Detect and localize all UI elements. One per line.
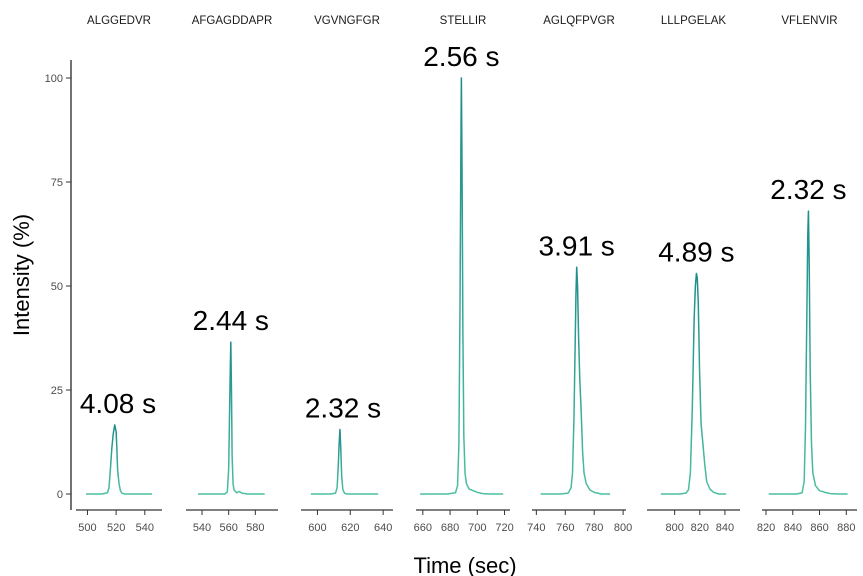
facet-panel: AFGAGDDAPR 540 560 580 2.44 s [186,15,278,534]
facet-title: AGLQFPVGR [543,15,615,27]
x-tick-label: 660 [414,522,432,534]
y-axis: 0 25 50 75 100 [45,60,72,510]
x-tick-label: 580 [246,522,264,534]
facet-panel: VGVNGFGR 600 620 640 2.32 s [301,15,393,534]
facet-title: VFLENVIR [781,15,837,27]
x-tick-label: 620 [341,522,359,534]
y-tick-label: 75 [51,177,63,189]
chromatogram-trace [420,77,504,495]
x-tick-label: 540 [193,522,211,534]
chromatogram-trace [86,424,152,495]
facet-panel: VFLENVIR 820 840 860 880 2.32 s [757,15,857,534]
peak-width-label: 2.32 s [305,393,381,424]
x-tick-label: 860 [810,522,828,534]
chromatogram-trace [660,272,727,495]
x-tick-label: 720 [495,522,513,534]
x-tick-label: 840 [784,522,802,534]
chromatogram-trace [540,266,611,495]
peak-width-label: 2.56 s [423,41,499,72]
peak-width-label: 3.91 s [539,230,615,261]
x-tick-label: 520 [107,522,125,534]
chromatogram-trace [198,341,265,495]
facet-panel: ALGGEDVR 500 520 540 4.08 s [76,15,162,534]
facet-title: ALGGEDVR [87,15,151,27]
facet-panel: LLLPGELAK 800 820 840 4.89 s [647,15,740,534]
facet-title: LLLPGELAK [661,15,727,27]
x-tick-label: 740 [527,522,545,534]
facet-panels: ALGGEDVR 500 520 540 4.08 s AFGAGDDAPR 540 560 5… [76,15,857,534]
y-tick-label: 25 [51,385,63,397]
facet-title: AFGAGDDAPR [192,15,273,27]
x-tick-label: 840 [716,522,734,534]
x-tick-label: 680 [441,522,459,534]
facet-panel: AGLQFPVGR 740 760 780 800 3.91 s [527,15,632,534]
x-tick-label: 760 [556,522,574,534]
x-tick-label: 700 [468,522,486,534]
peak-width-label: 2.32 s [770,174,846,205]
y-tick-label: 0 [57,489,63,501]
facet-title: STELLIR [440,15,487,27]
peak-width-label: 4.89 s [658,237,734,268]
x-tick-label: 560 [219,522,237,534]
x-tick-label: 640 [374,522,392,534]
facet-title: VGVNGFGR [314,15,380,27]
y-tick-label: 50 [51,281,63,293]
x-tick-label: 540 [136,522,154,534]
peak-width-label: 4.08 s [80,388,156,419]
x-axis-title: Time (sec) [413,553,516,576]
y-axis-title: Intensity (%) [9,214,34,336]
peak-width-label: 2.44 s [193,305,269,336]
x-tick-label: 880 [837,522,855,534]
x-tick-label: 780 [585,522,603,534]
x-tick-label: 820 [757,522,775,534]
chromatogram-trace [310,428,379,495]
x-tick-label: 820 [691,522,709,534]
x-tick-label: 800 [614,522,632,534]
facet-panel: STELLIR 660 680 700 720 2.56 s [414,15,514,534]
x-tick-label: 600 [308,522,326,534]
y-tick-label: 100 [45,73,63,85]
chromatogram-trace [768,210,848,495]
x-tick-label: 500 [78,522,96,534]
x-tick-label: 800 [665,522,683,534]
